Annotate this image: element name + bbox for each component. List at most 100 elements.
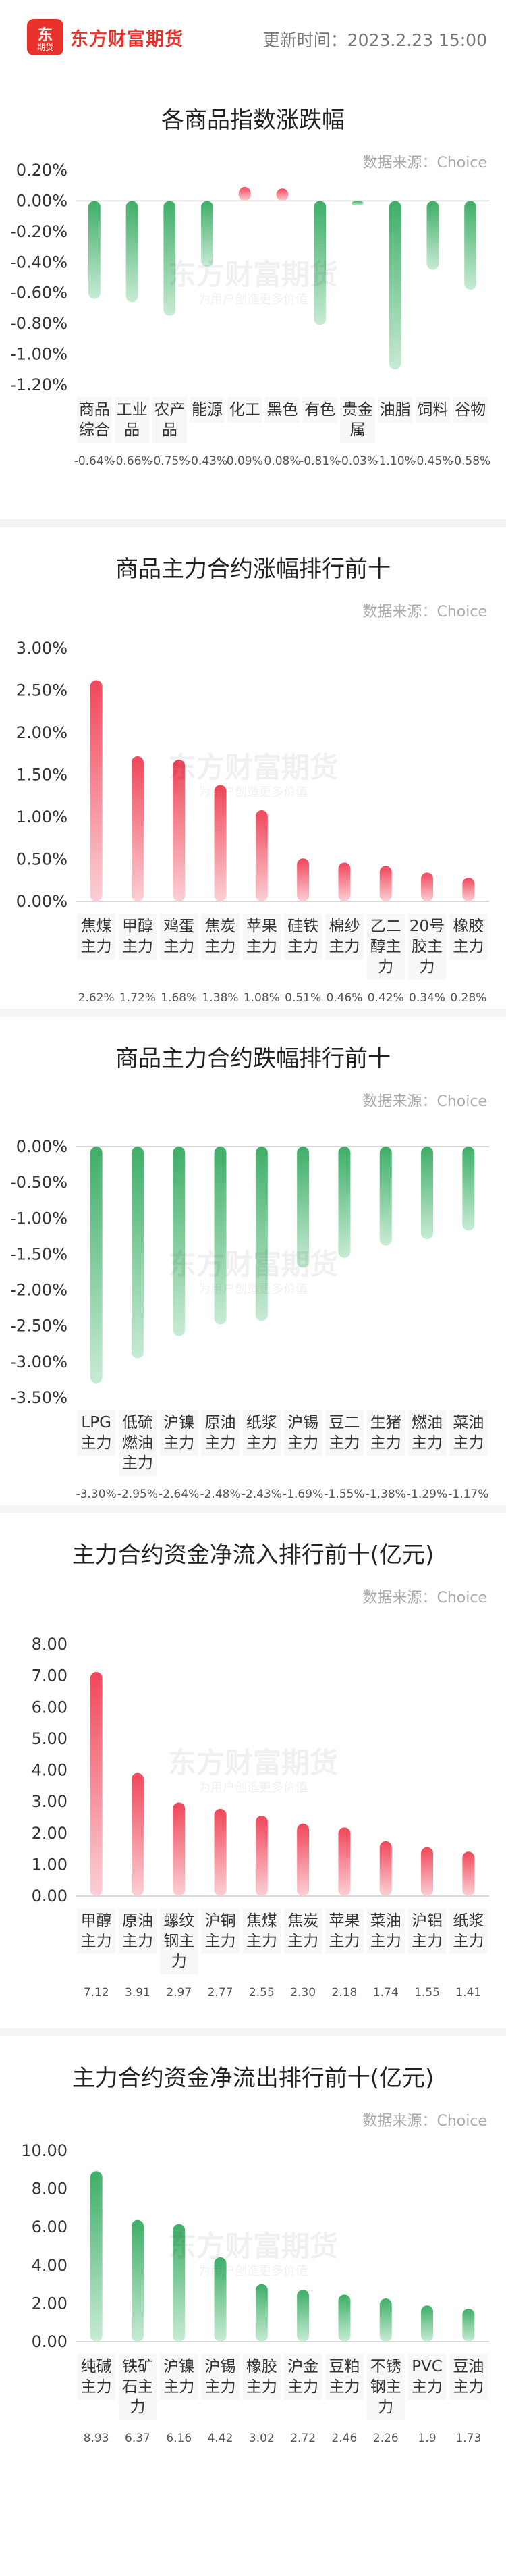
category-label: 沪镍主力 bbox=[163, 2358, 194, 2396]
category-cell bbox=[77, 1410, 115, 1456]
bar bbox=[389, 201, 401, 370]
value-label: 1.9 bbox=[418, 2432, 437, 2445]
value-label: 1.68% bbox=[161, 991, 197, 1005]
y-tick-label: 1.00% bbox=[16, 808, 67, 826]
chart-title: 主力合约资金净流入排行前十(亿元) bbox=[72, 1542, 434, 1569]
y-tick-label: 7.00 bbox=[32, 1666, 67, 1685]
y-tick-label: -0.40% bbox=[10, 253, 67, 271]
update-label: 更新时间： bbox=[262, 30, 347, 50]
category-cell bbox=[201, 1410, 240, 1456]
value-label: 1.08% bbox=[244, 991, 280, 1005]
category-label: 油脂 bbox=[380, 401, 411, 419]
category-cell bbox=[201, 1908, 240, 1954]
value-label: 4.42 bbox=[208, 2432, 233, 2445]
y-tick-label: 8.00 bbox=[32, 1635, 67, 1654]
y-tick-label: 6.00 bbox=[32, 1698, 67, 1716]
bar bbox=[464, 201, 477, 290]
category-cell bbox=[190, 397, 225, 423]
category-label: 焦煤主力 bbox=[246, 1912, 277, 1950]
category-cell bbox=[449, 914, 488, 960]
category-label: 低硫燃油主力 bbox=[122, 1414, 153, 1472]
update-time: 更新时间：2023.2.23 15:00 bbox=[263, 27, 487, 51]
bar bbox=[338, 862, 351, 901]
category-cell bbox=[264, 397, 300, 423]
category-cell bbox=[283, 1410, 322, 1456]
category-cell bbox=[325, 1908, 364, 1954]
y-tick-label: -0.50% bbox=[10, 1173, 67, 1192]
value-label: 0.28% bbox=[450, 991, 486, 1005]
value-label: 0.51% bbox=[285, 991, 321, 1005]
app-header: 东 期货 东方财富期货 更新时间：2023.2.23 15:00 bbox=[0, 0, 506, 74]
category-label: PVC 主力 bbox=[412, 2358, 443, 2396]
category-cell bbox=[283, 2354, 322, 2400]
category-cell bbox=[340, 397, 375, 443]
y-tick-label: 0.00% bbox=[16, 892, 67, 911]
category-label: 有色 bbox=[304, 401, 335, 419]
bar bbox=[131, 1772, 144, 1896]
category-cell bbox=[325, 914, 364, 960]
category-label: 鸡蛋主力 bbox=[163, 918, 194, 955]
value-label: -1.69% bbox=[283, 1488, 323, 1501]
bar bbox=[173, 2224, 186, 2342]
category-label: 生猪主力 bbox=[370, 1414, 401, 1452]
bar bbox=[421, 1847, 434, 1896]
value-label: 2.97 bbox=[166, 1986, 192, 1999]
category-label: 原油主力 bbox=[122, 1912, 153, 1950]
value-label: -1.55% bbox=[324, 1488, 364, 1501]
category-label: 焦炭主力 bbox=[287, 1912, 318, 1950]
category-label: 螺纹钢主力 bbox=[163, 1912, 194, 1970]
y-tick-label: 0.00 bbox=[32, 2332, 67, 2351]
category-cell bbox=[366, 1410, 405, 1456]
y-tick-label: -1.00% bbox=[10, 345, 67, 364]
category-label: 豆粕主力 bbox=[329, 2358, 360, 2396]
value-label: 8.93 bbox=[84, 2432, 109, 2445]
category-cell bbox=[415, 397, 451, 423]
category-cell bbox=[114, 397, 150, 443]
value-label: 0.08% bbox=[264, 454, 300, 468]
value-label: 6.16 bbox=[166, 2432, 192, 2445]
section-separator bbox=[0, 1009, 506, 1017]
value-label: -0.81% bbox=[300, 454, 340, 468]
category-cell bbox=[407, 1410, 447, 1456]
category-cell bbox=[325, 2354, 364, 2400]
brand-name: 东方财富期货 bbox=[70, 29, 184, 50]
chart-group: 8.00 7.00 6.00 5.00 4.00 3.00 2.00 1.00 0.00 甲醇主力… bbox=[32, 1635, 489, 1999]
category-cell bbox=[242, 2354, 281, 2400]
category-label: 饲料 bbox=[417, 401, 448, 419]
value-label: -2.48% bbox=[200, 1488, 240, 1501]
category-cell bbox=[152, 397, 187, 443]
category-label: 菜油主力 bbox=[370, 1912, 401, 1950]
value-label: 1.73 bbox=[455, 2432, 481, 2445]
section-separator bbox=[0, 2028, 506, 2036]
y-tick-label: -3.50% bbox=[10, 1388, 67, 1407]
section-separator bbox=[0, 1505, 506, 1513]
y-tick-label: -3.00% bbox=[10, 1352, 67, 1371]
category-cell bbox=[118, 1410, 157, 1476]
y-tick-label: 10.00 bbox=[21, 2141, 67, 2160]
category-label: 燃油主力 bbox=[412, 1414, 443, 1452]
category-label: 焦炭主力 bbox=[205, 918, 236, 955]
category-cell bbox=[201, 2354, 240, 2400]
bar bbox=[255, 1816, 268, 1896]
y-tick-label: 2.00% bbox=[16, 723, 67, 742]
value-label: 7.12 bbox=[84, 1986, 109, 1999]
y-tick-label: 0.00% bbox=[16, 1137, 67, 1156]
chart-group: 10.00 8.00 6.00 4.00 2.00 0.00 纯碱主力 8.93 铁矿石主力 6.… bbox=[21, 2141, 489, 2445]
bar bbox=[338, 2294, 351, 2342]
category-label: 豆油主力 bbox=[453, 2358, 484, 2396]
category-cell bbox=[201, 914, 240, 960]
category-cell bbox=[283, 914, 322, 960]
data-source-label: 数据来源：Choice bbox=[362, 1093, 487, 1110]
y-tick-label: -1.20% bbox=[10, 375, 67, 394]
category-label: 沪金主力 bbox=[287, 2358, 318, 2396]
category-label: LPG 主力 bbox=[81, 1414, 112, 1452]
bar bbox=[338, 1827, 351, 1896]
y-tick-label: -0.80% bbox=[10, 314, 67, 333]
y-tick-label: 0.20% bbox=[16, 161, 67, 180]
chart-title: 各商品指数涨跌幅 bbox=[161, 107, 345, 134]
value-label: 2.46 bbox=[332, 2432, 358, 2445]
category-label: 不锈钢主力 bbox=[370, 2358, 401, 2416]
update-value: 2023.2.23 15:00 bbox=[347, 30, 487, 50]
category-cell bbox=[77, 2354, 115, 2400]
value-label: -2.64% bbox=[159, 1488, 199, 1501]
